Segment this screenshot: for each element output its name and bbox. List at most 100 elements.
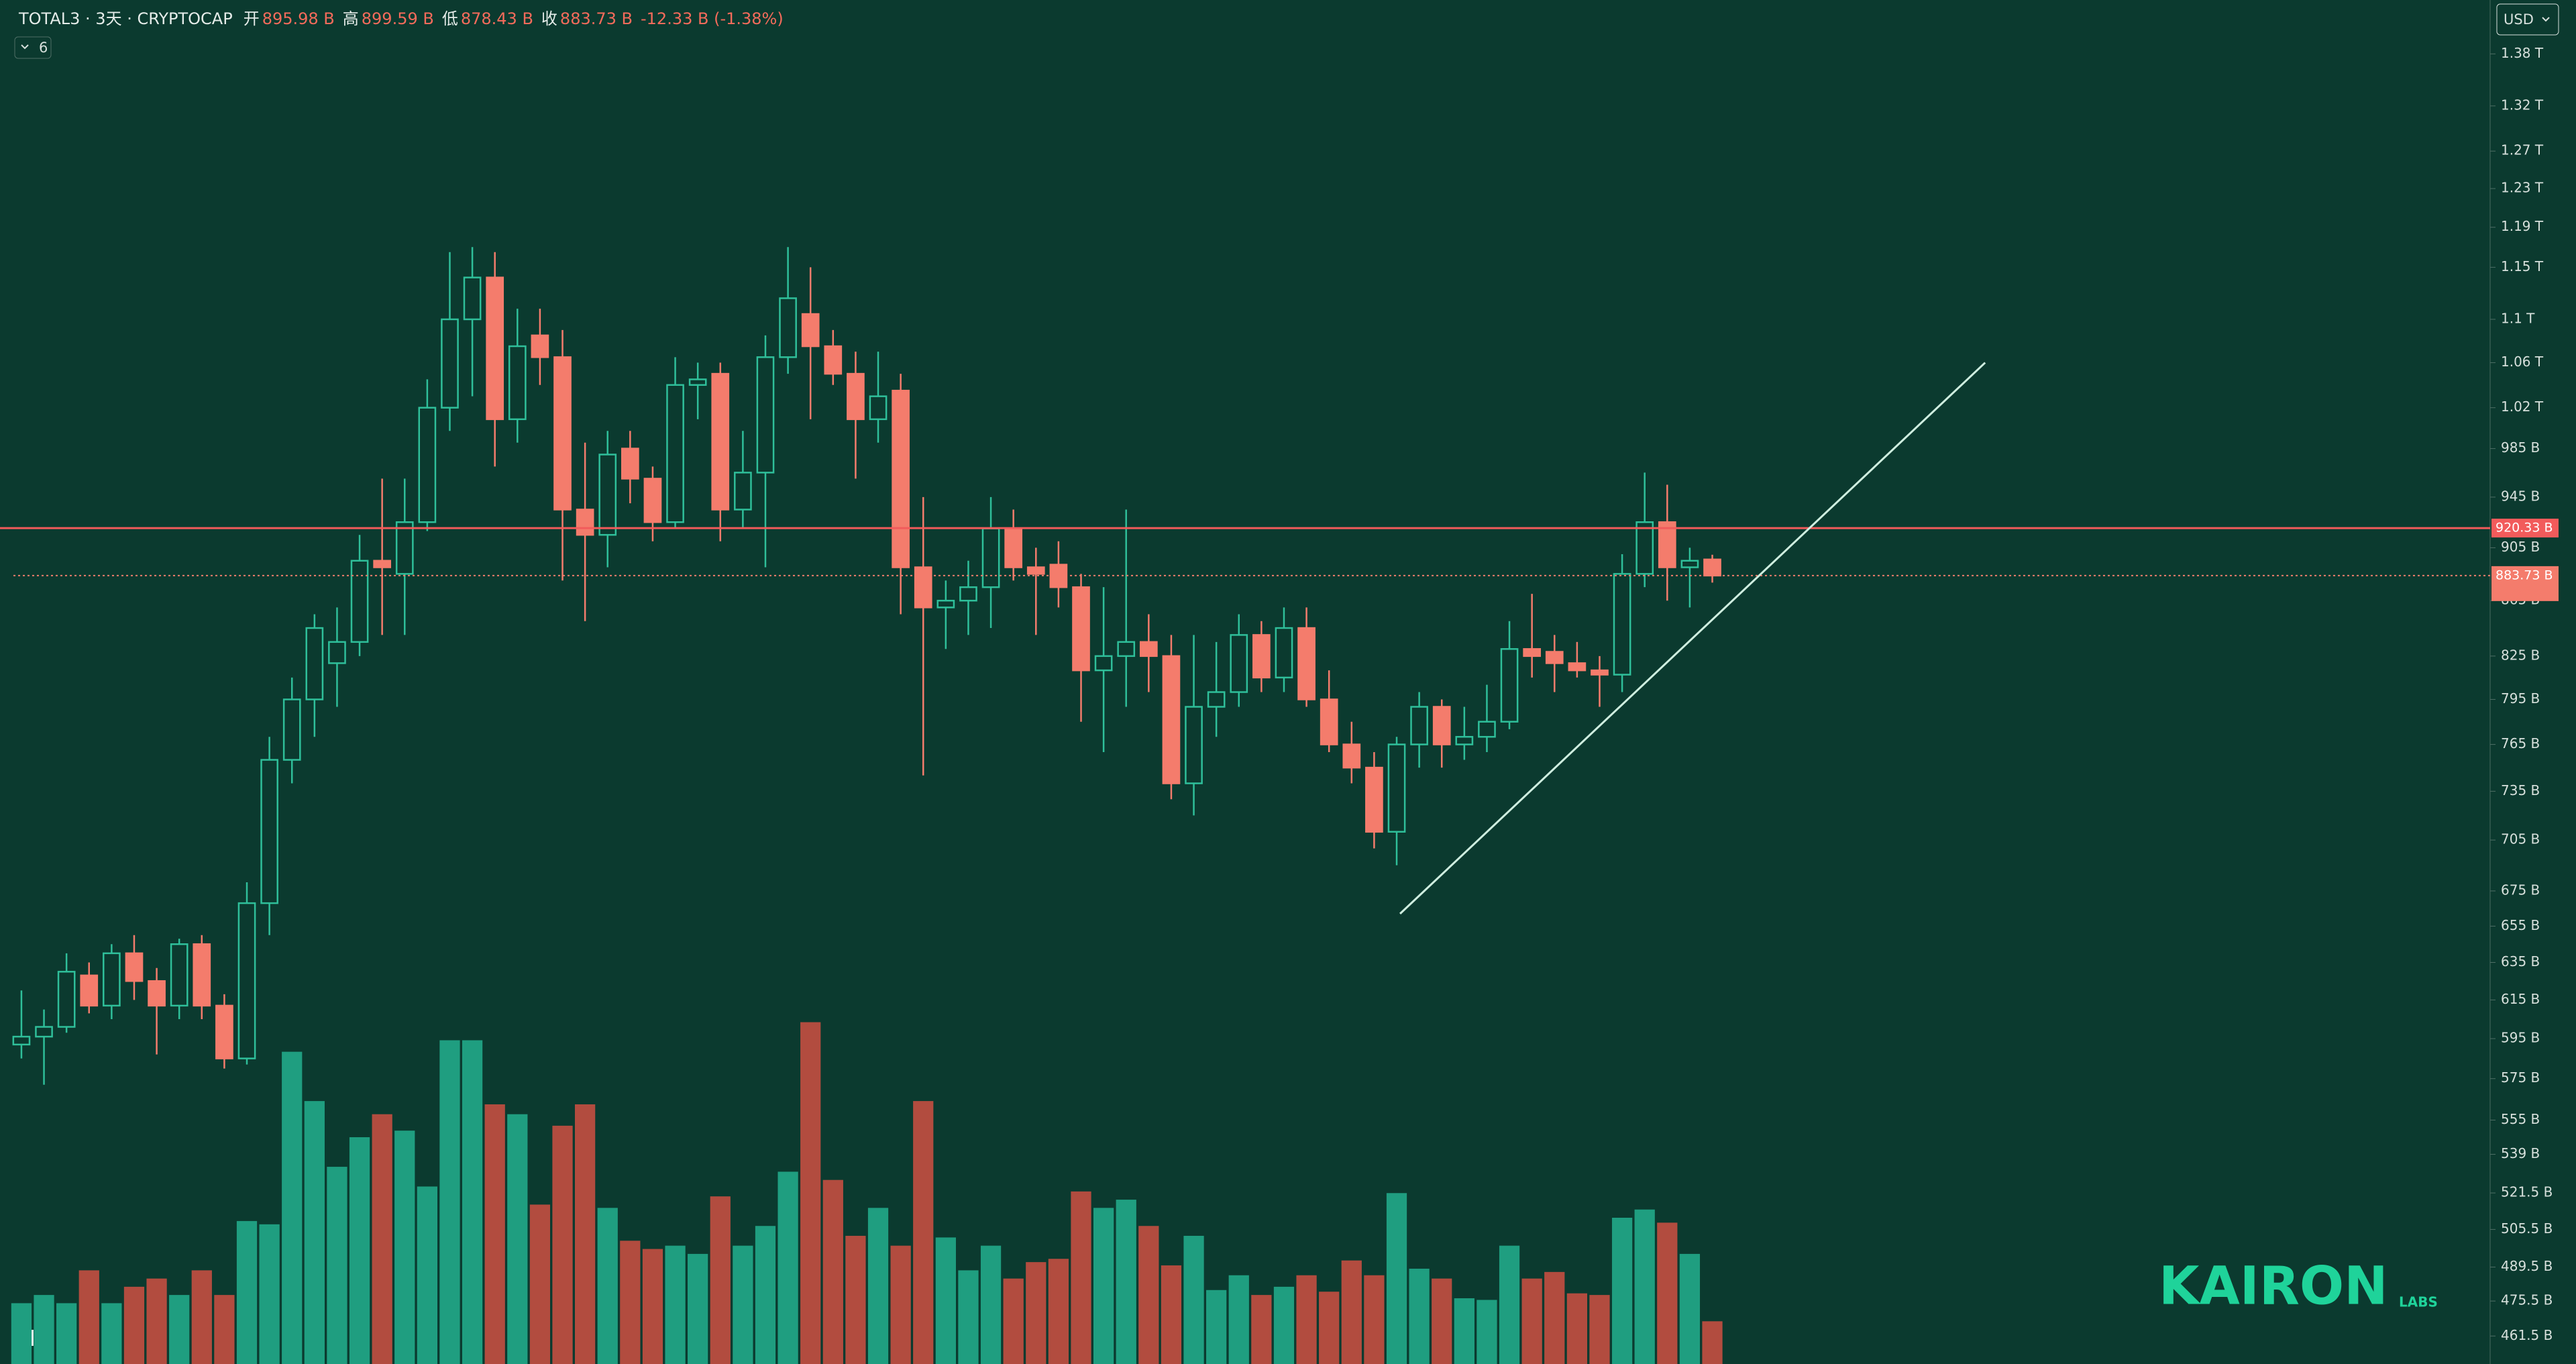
- candle-body: [801, 313, 820, 348]
- candle-body: [1275, 627, 1293, 679]
- candle-body: [1500, 648, 1519, 723]
- currency-select[interactable]: USD: [2496, 3, 2559, 36]
- volume-bar: [56, 1303, 77, 1364]
- candle-body: [621, 448, 639, 480]
- volume-bar: [1566, 1293, 1588, 1364]
- field-value: 895.98 B: [262, 9, 335, 28]
- candle-body: [193, 943, 211, 1007]
- y-tick-label: 521.5 B: [2501, 1184, 2553, 1200]
- candle-body: [1410, 706, 1428, 745]
- volume-bar: [1273, 1286, 1295, 1364]
- volume-bar: [1116, 1200, 1136, 1364]
- candle-body: [1478, 721, 1496, 738]
- volume-bar: [890, 1245, 911, 1364]
- candle-body: [779, 297, 797, 358]
- candle-body: [1365, 766, 1383, 833]
- volume-bar: [1589, 1295, 1610, 1364]
- candle-body: [734, 472, 752, 511]
- volume-bar: [417, 1186, 437, 1364]
- y-tick-label: 1.15 T: [2501, 258, 2544, 274]
- volume-bar: [1048, 1259, 1069, 1364]
- candle-body: [486, 276, 504, 421]
- candle-body: [1455, 735, 1474, 745]
- volume-bar: [34, 1295, 54, 1364]
- candle-body: [1185, 706, 1203, 784]
- candle-body: [12, 1035, 31, 1046]
- volume-bar: [1183, 1235, 1204, 1364]
- candle-body: [869, 395, 888, 421]
- candle-body: [237, 902, 256, 1059]
- y-tick-label: 595 B: [2501, 1030, 2540, 1046]
- candle-body: [35, 1026, 53, 1038]
- candle-body: [981, 527, 1000, 588]
- toggle-box[interactable]: [14, 36, 52, 59]
- y-tick-label: 1.19 T: [2501, 218, 2544, 234]
- volume-bar: [755, 1226, 776, 1364]
- candle-body: [1342, 743, 1361, 769]
- volume-bar: [822, 1179, 843, 1364]
- field-value: 878.43 B: [461, 9, 533, 28]
- volume-bar: [1499, 1245, 1520, 1364]
- volume-bar: [1319, 1292, 1340, 1364]
- y-tick-label: 905 B: [2501, 539, 2540, 555]
- volume-bar: [1161, 1265, 1182, 1364]
- volume-bar: [1634, 1209, 1655, 1364]
- currency-box[interactable]: [2496, 3, 2559, 36]
- y-tick-label: 705 B: [2501, 831, 2540, 847]
- candle-body: [260, 759, 278, 904]
- candle-body: [1703, 558, 1721, 577]
- y-tick-label: 475.5 B: [2501, 1292, 2553, 1308]
- volume-bar: [484, 1104, 505, 1364]
- candle-body: [643, 478, 662, 523]
- candle-body: [1072, 586, 1090, 672]
- volume-bar: [1206, 1290, 1227, 1364]
- volume-bar: [1071, 1191, 1091, 1364]
- change: -12.33 B (-1.38%): [641, 9, 784, 28]
- candle-body: [756, 356, 775, 474]
- candle-body: [824, 345, 843, 375]
- volume-bar: [282, 1051, 303, 1364]
- candle-body: [1591, 669, 1609, 676]
- candle-body: [463, 276, 482, 321]
- candle-body: [1680, 560, 1699, 568]
- volume-bar: [1364, 1275, 1385, 1364]
- candle-body: [598, 454, 617, 536]
- candle-body: [305, 627, 324, 700]
- y-tick-label: 795 B: [2501, 690, 2540, 706]
- volume-bar: [1228, 1275, 1249, 1364]
- candle-body: [688, 378, 707, 386]
- candle-body: [1545, 651, 1564, 664]
- volume-bar: [935, 1237, 956, 1364]
- field-value: 883.73 B: [560, 9, 633, 28]
- current-price-label: 883.73 B: [2496, 568, 2553, 582]
- y-tick-label: 1.02 T: [2501, 399, 2544, 415]
- logo: KAIRON: [2159, 1256, 2387, 1316]
- y-tick-label: 765 B: [2501, 735, 2540, 751]
- volume-bar: [259, 1224, 280, 1364]
- chevron: [2542, 17, 2550, 22]
- y-tick-label: 1.38 T: [2501, 45, 2544, 61]
- indicator-toggle[interactable]: 6: [14, 36, 52, 59]
- volume-bar: [214, 1295, 235, 1364]
- volume-bar: [1544, 1271, 1565, 1364]
- candle-body: [1658, 521, 1676, 568]
- volume-bar: [733, 1245, 753, 1364]
- volume-bar: [1138, 1226, 1159, 1364]
- candle-body: [373, 560, 392, 568]
- volume-bar: [1409, 1268, 1430, 1364]
- volume-bar: [327, 1167, 347, 1364]
- volume-bar: [688, 1253, 708, 1364]
- y-tick-label: 505.5 B: [2501, 1220, 2553, 1237]
- volume-bar: [349, 1137, 370, 1364]
- candle-body: [1387, 743, 1406, 833]
- volume-bar: [462, 1040, 483, 1364]
- y-tick-label: 489.5 B: [2501, 1258, 2553, 1274]
- candle-body: [914, 566, 932, 609]
- candle-body: [553, 356, 572, 511]
- volume-bar: [1679, 1253, 1701, 1364]
- candle-body: [328, 641, 346, 664]
- volume-bar: [169, 1295, 190, 1364]
- candle-body: [1635, 521, 1654, 575]
